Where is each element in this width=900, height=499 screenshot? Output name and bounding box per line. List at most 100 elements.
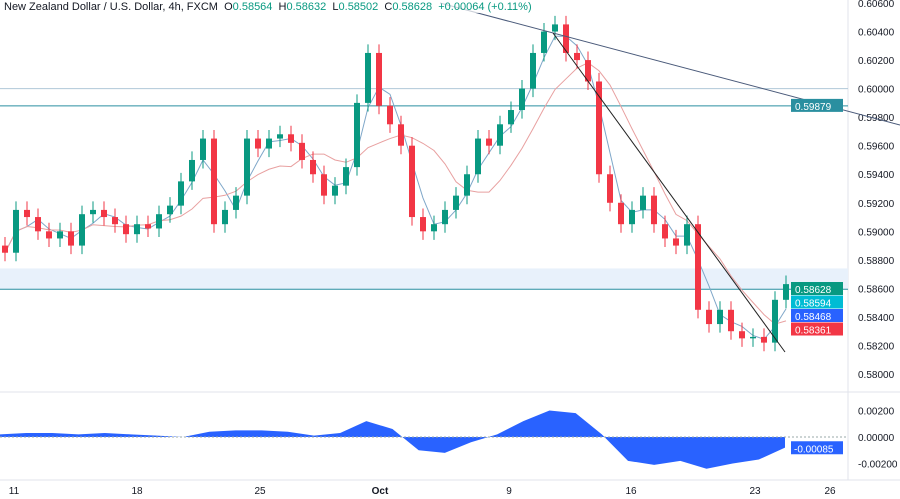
candle-body — [332, 185, 338, 196]
fast-moving-average — [4, 35, 787, 340]
y-tick-label: 0.59000 — [858, 227, 895, 238]
candle-body — [156, 214, 162, 229]
osc-y-tick-label: -0.00200 — [858, 460, 898, 471]
candle-body — [398, 124, 404, 146]
candle-body — [255, 138, 261, 149]
y-tick-label: 0.58200 — [858, 341, 895, 352]
y-tick-label: 0.58600 — [858, 284, 895, 295]
candle-body — [761, 336, 767, 343]
candle-body — [497, 124, 503, 146]
candle-body — [90, 209, 96, 215]
x-tick-label: 18 — [131, 486, 143, 497]
osc-tag-label: -0.00085 — [794, 444, 834, 455]
candle-body — [343, 167, 349, 186]
candle-body — [695, 224, 701, 310]
candle-body — [79, 214, 85, 246]
osc-y-tick-label: 0.00000 — [858, 433, 895, 444]
candle-body — [728, 309, 734, 332]
candle-body — [13, 209, 19, 253]
y-tick-label: 0.58000 — [858, 370, 895, 381]
symbol-label: New Zealand Dollar / U.S. Dollar, 4h, FX… — [4, 1, 218, 13]
x-tick-label: 23 — [749, 486, 761, 497]
candle-body — [310, 159, 316, 175]
candle-body — [563, 24, 569, 53]
candle-body — [222, 209, 228, 225]
candle-body — [2, 245, 8, 253]
candle-body — [618, 202, 624, 225]
price-tag — [791, 309, 843, 322]
candle-body — [288, 134, 294, 143]
candle-body — [123, 224, 129, 235]
price-tag-label: 0.58594 — [795, 299, 832, 310]
x-tick-label: 16 — [625, 486, 637, 497]
y-tick-label: 0.60000 — [858, 85, 895, 96]
y-tick-label: 0.60600 — [858, 0, 895, 10]
price-tag — [791, 282, 843, 295]
candle-body — [167, 205, 173, 215]
candle-body — [519, 88, 525, 111]
candle-body — [783, 284, 789, 300]
candle-body — [68, 231, 74, 246]
candle-body — [684, 224, 690, 246]
osc-y-tick-label: 0.00200 — [858, 407, 895, 418]
y-tick-label: 0.58400 — [858, 313, 895, 324]
candle-body — [233, 195, 239, 210]
level-tag-label: 0.59879 — [795, 102, 832, 113]
x-tick-label: 11 — [9, 486, 20, 497]
candle-body — [112, 217, 118, 225]
close-value: 0.58628 — [392, 1, 433, 13]
candle-body — [717, 309, 723, 325]
candle-body — [629, 209, 635, 225]
y-tick-label: 0.59600 — [858, 142, 895, 153]
candle-body — [706, 309, 712, 325]
price-tag-label: 0.58628 — [795, 285, 832, 296]
candle-body — [552, 24, 558, 32]
candle-body — [387, 105, 393, 125]
candle-body — [486, 138, 492, 146]
candle-body — [574, 52, 580, 61]
price-tag-label: 0.58361 — [795, 326, 832, 337]
candle-body — [750, 336, 756, 339]
candle-body — [145, 224, 151, 229]
price-tag — [791, 322, 843, 336]
candle-body — [607, 174, 613, 203]
low-label: L — [332, 1, 339, 13]
candle-body — [277, 134, 283, 139]
low-value: 0.58502 — [338, 1, 379, 13]
candle-body — [431, 224, 437, 232]
support-zone — [0, 268, 848, 290]
candle-body — [57, 231, 63, 239]
trendline-short — [552, 32, 786, 353]
candle-body — [299, 142, 305, 160]
candle-body — [211, 138, 217, 225]
x-tick-label: Oct — [372, 486, 389, 497]
candle-body — [442, 209, 448, 225]
candle-body — [596, 81, 602, 175]
candle-body — [409, 145, 415, 218]
candle-body — [200, 138, 206, 160]
candle-body — [673, 238, 679, 246]
y-tick-label: 0.60400 — [858, 28, 895, 39]
price-tag — [791, 295, 843, 309]
candle-body — [541, 31, 547, 53]
candle-body — [134, 224, 140, 235]
y-tick-label: 0.59400 — [858, 170, 895, 181]
candle-body — [739, 331, 745, 339]
candle-body — [662, 224, 668, 239]
candle-body — [508, 110, 514, 125]
osc-tag — [791, 441, 843, 455]
open-label: O — [224, 1, 233, 13]
high-label: H — [278, 1, 287, 13]
candle-body — [266, 138, 272, 149]
close-label: C — [384, 1, 393, 13]
y-tick-label: 0.59200 — [858, 199, 895, 210]
y-tick-label: 0.58800 — [858, 256, 895, 267]
candle-body — [530, 52, 536, 89]
candle-body — [453, 195, 459, 210]
level-tag — [791, 98, 843, 112]
change-value: +0.00064 (+0.11%) — [438, 1, 532, 13]
candle-body — [365, 52, 371, 103]
candle-body — [321, 174, 327, 196]
price-tag-label: 0.58468 — [795, 312, 832, 323]
